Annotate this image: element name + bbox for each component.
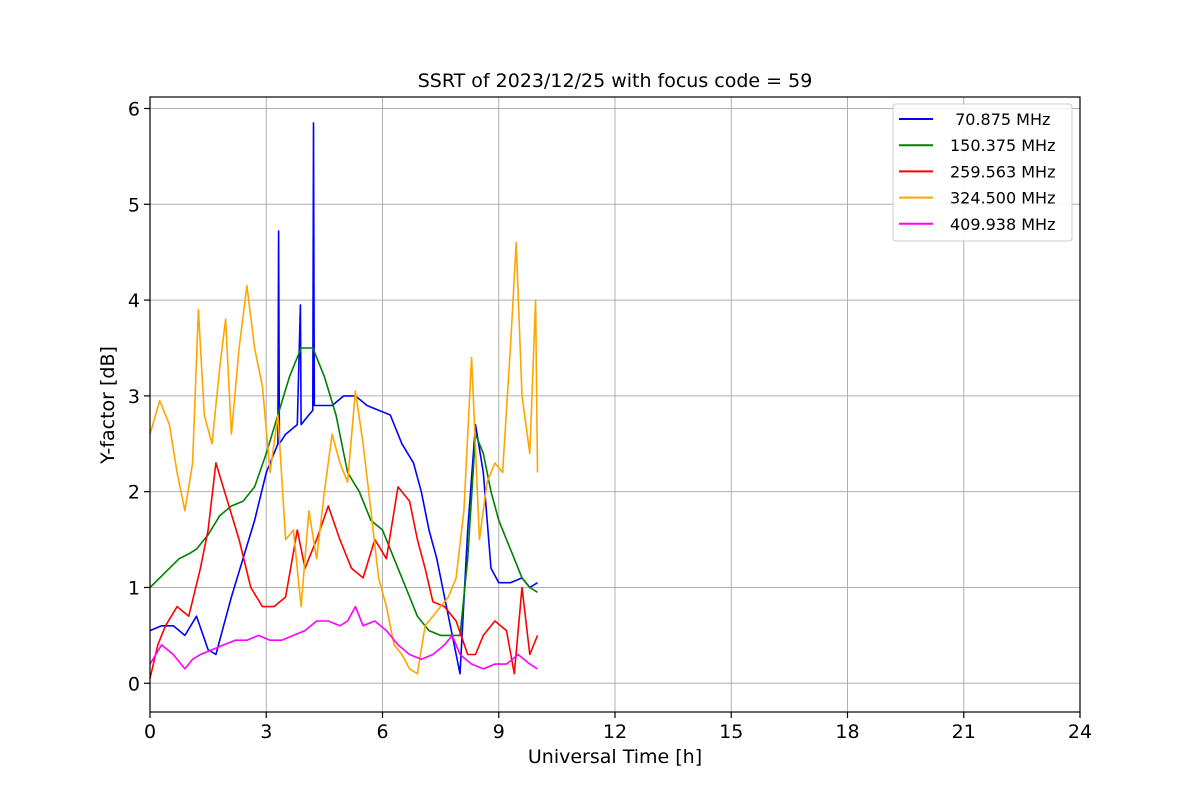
legend-label-5: 409.938 MHz bbox=[950, 215, 1055, 234]
series-line-4 bbox=[149, 241, 539, 675]
x-axis-ticks: 0 3 6 9 12 15 18 21 24 bbox=[144, 712, 1092, 743]
y-tick-label: 2 bbox=[128, 482, 140, 504]
legend: 70.875 MHz 150.375 MHz 259.563 MHz 324.500 … bbox=[892, 103, 1073, 242]
y-axis-label: Y-factor [dB] bbox=[97, 346, 119, 465]
x-tick-label: 3 bbox=[260, 721, 272, 743]
y-axis-ticks: 0 1 2 3 4 5 6 bbox=[128, 98, 150, 695]
x-axis-label: Universal Time [h] bbox=[528, 746, 702, 768]
x-tick-label: 6 bbox=[376, 721, 388, 743]
series-line-5 bbox=[149, 605, 538, 670]
legend-label-3: 259.563 MHz bbox=[950, 162, 1055, 181]
x-tick-label: 9 bbox=[493, 721, 505, 743]
legend-label-4: 324.500 MHz bbox=[950, 189, 1055, 208]
legend-box bbox=[892, 103, 1073, 242]
chart-title: SSRT of 2023/12/25 with focus code = 59 bbox=[418, 70, 813, 92]
y-tick-label: 1 bbox=[128, 577, 140, 599]
y-tick-label: 3 bbox=[128, 386, 140, 408]
x-tick-label: 18 bbox=[835, 721, 859, 743]
x-tick-label: 24 bbox=[1068, 721, 1092, 743]
y-tick-label: 0 bbox=[128, 673, 140, 695]
legend-label-2: 150.375 MHz bbox=[950, 136, 1055, 155]
y-tick-label: 6 bbox=[128, 98, 140, 120]
plot-series bbox=[149, 122, 539, 679]
x-tick-label: 15 bbox=[719, 721, 743, 743]
x-tick-label: 21 bbox=[952, 721, 976, 743]
series-line-3 bbox=[149, 462, 539, 679]
x-tick-label: 0 bbox=[144, 721, 156, 743]
legend-label-1: 70.875 MHz bbox=[950, 110, 1050, 129]
y-tick-label: 5 bbox=[128, 194, 140, 216]
x-tick-label: 12 bbox=[603, 721, 627, 743]
series-line-1 bbox=[149, 122, 538, 675]
y-tick-label: 4 bbox=[128, 290, 140, 312]
